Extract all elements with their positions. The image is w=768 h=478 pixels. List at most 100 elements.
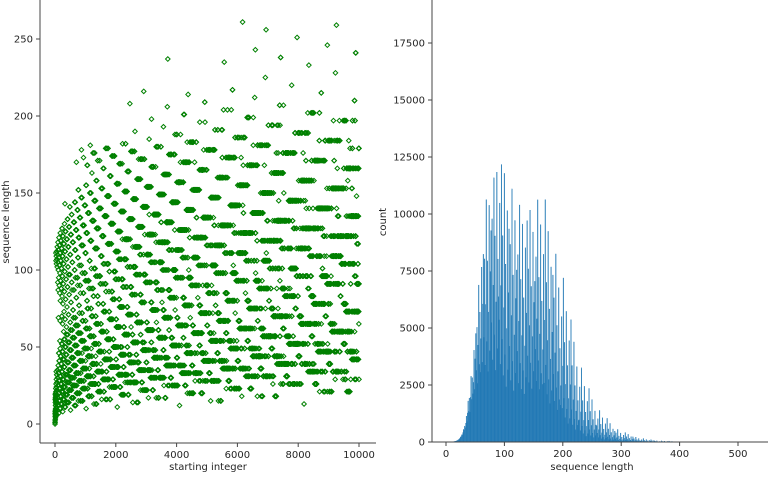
scatter-point — [81, 365, 89, 372]
scatter-point — [79, 310, 86, 317]
scatter-point — [61, 364, 68, 371]
scatter-point — [69, 327, 76, 334]
scatter-point — [80, 290, 87, 297]
scatter-point — [71, 362, 78, 369]
scatter-point — [57, 230, 64, 237]
scatter-point — [82, 270, 89, 277]
scatter-point — [57, 277, 64, 284]
scatter-point — [57, 405, 64, 412]
scatter-point — [61, 220, 68, 227]
scatter-point — [60, 233, 67, 240]
scatter-point — [131, 128, 138, 135]
scatter-point — [53, 388, 60, 395]
scatter-point — [76, 390, 83, 397]
scatter-point — [75, 186, 82, 193]
scatter-point — [62, 316, 69, 323]
scatter-point — [100, 300, 107, 307]
scatter-point — [70, 287, 77, 294]
scatter-point — [53, 253, 60, 260]
scatter-point — [60, 328, 67, 335]
scatter-point — [60, 260, 67, 267]
scatter-point — [59, 225, 66, 232]
scatter-point — [62, 228, 69, 235]
scatter-point — [86, 365, 93, 372]
scatter-point — [56, 270, 63, 277]
scatter-point — [68, 211, 75, 218]
scatter-point — [88, 189, 95, 197]
scatter-point — [63, 399, 70, 406]
scatter-point — [67, 319, 74, 326]
scatter-point — [122, 140, 129, 147]
scatter-point — [86, 257, 93, 264]
scatter-point — [70, 307, 77, 314]
scatter-point — [65, 399, 72, 406]
scatter-point — [75, 370, 82, 377]
scatter-point — [79, 397, 86, 404]
scatter-point — [65, 379, 72, 386]
scatter-point — [73, 322, 80, 329]
scatter-point — [58, 313, 65, 320]
scatter-point — [57, 257, 64, 264]
scatter-point — [66, 223, 73, 230]
scatter-point — [53, 408, 60, 415]
scatter-point — [88, 333, 95, 340]
scatter-point — [202, 119, 209, 126]
scatter-point — [185, 266, 192, 274]
scatter-point — [65, 359, 72, 366]
scatter-point — [78, 262, 85, 269]
scatter-point — [196, 119, 203, 126]
scatter-point — [88, 169, 95, 176]
scatter-point — [177, 131, 184, 138]
scatter-point — [72, 402, 79, 409]
scatter-point — [76, 234, 83, 241]
scatter-point — [70, 354, 77, 361]
scatter-point — [87, 142, 94, 149]
scatter-point — [64, 391, 71, 398]
scatter-point — [67, 387, 74, 394]
scatter-point — [59, 273, 66, 280]
scatter-point — [69, 354, 76, 361]
scatter-point — [59, 293, 66, 300]
scatter-point — [78, 357, 85, 364]
scatter-point — [57, 317, 64, 324]
scatter-point — [201, 99, 208, 106]
scatter-point — [62, 371, 69, 378]
scatter-point — [72, 246, 79, 253]
scatter-point — [67, 251, 74, 258]
scatter-point — [81, 222, 88, 229]
scatter-point — [194, 294, 201, 301]
scatter-point — [68, 387, 75, 394]
scatter-point — [86, 325, 93, 332]
scatter-point — [86, 393, 93, 400]
scatter-point — [148, 116, 155, 123]
scatter-point — [58, 400, 65, 407]
scatter-point — [58, 265, 65, 272]
scatter-point — [84, 297, 91, 304]
scatter-point — [66, 203, 73, 210]
scatter-point — [68, 231, 75, 238]
scatter-point — [63, 351, 70, 358]
scatter-point — [145, 394, 152, 401]
scatter-point — [97, 360, 104, 367]
scatter-point — [90, 217, 97, 224]
scatter-point — [84, 325, 91, 332]
scatter-point — [68, 279, 75, 286]
scatter-point — [128, 323, 135, 330]
scatter-point — [90, 333, 97, 340]
scatter-point — [146, 136, 153, 143]
scatter-point — [86, 210, 93, 217]
scatter-point — [53, 260, 60, 267]
scatter-point — [160, 123, 167, 130]
scatter-point — [79, 194, 86, 201]
scatter-point — [60, 388, 67, 395]
scatter-point — [64, 236, 71, 243]
scatter-point — [66, 367, 73, 374]
scatter-point — [58, 245, 65, 252]
scatter-point — [83, 405, 90, 412]
scatter-point — [68, 347, 75, 354]
scatter-point — [90, 373, 97, 380]
scatter-point — [64, 331, 71, 338]
scatter-point — [60, 280, 67, 287]
